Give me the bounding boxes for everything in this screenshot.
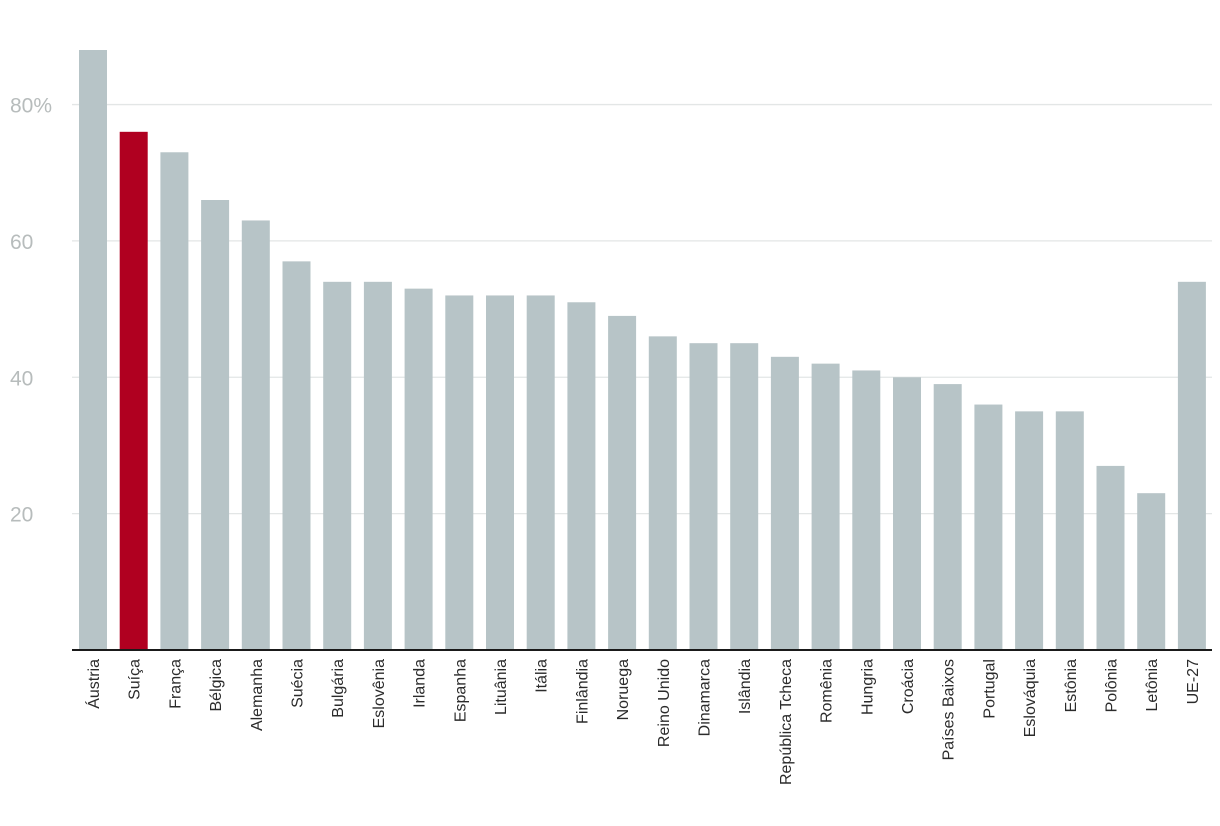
x-tick-label: Eslováquia xyxy=(1022,659,1039,737)
bar xyxy=(1015,411,1044,650)
bar xyxy=(608,315,637,650)
x-tick-label: Irlanda xyxy=(412,659,429,708)
bar xyxy=(1055,411,1084,650)
bar xyxy=(445,295,474,650)
x-tick-label: Itália xyxy=(534,659,551,693)
bar xyxy=(160,152,189,650)
bar xyxy=(933,384,962,650)
x-tick-label: Croácia xyxy=(900,659,917,714)
x-tick-label: UE-27 xyxy=(1185,659,1202,704)
x-tick-label: Suécia xyxy=(290,659,307,708)
bar xyxy=(363,281,392,650)
bar xyxy=(689,343,718,650)
bar xyxy=(1137,493,1166,650)
bar xyxy=(648,336,677,650)
x-tick-label: Bélgica xyxy=(208,659,225,712)
bar xyxy=(526,295,555,650)
x-tick-label: Polônia xyxy=(1104,659,1121,712)
x-tick-label: República Tcheca xyxy=(778,659,795,785)
x-tick-label: Letônia xyxy=(1144,659,1161,712)
bar xyxy=(974,404,1003,650)
bars xyxy=(79,50,1206,650)
bar xyxy=(852,370,881,650)
x-tick-label: Eslovênia xyxy=(371,659,388,728)
bar xyxy=(730,343,759,650)
x-tick-label: Finlândia xyxy=(574,659,591,724)
x-tick-label: Reino Unido xyxy=(656,659,673,747)
x-tick-label: Portugal xyxy=(981,659,998,719)
x-tick-label: Áustria xyxy=(84,659,103,709)
bar xyxy=(893,377,921,650)
bar xyxy=(79,50,107,650)
x-tick-label: Romênia xyxy=(819,659,836,723)
bar xyxy=(811,363,840,650)
bar xyxy=(1177,281,1206,650)
x-tick-label: Países Baixos xyxy=(941,659,958,760)
x-tick-label: Suíça xyxy=(127,659,144,700)
bar xyxy=(119,131,148,650)
bar xyxy=(770,356,799,650)
x-tick-label: Hungria xyxy=(859,659,876,715)
y-tick-label: 40 xyxy=(10,367,33,390)
x-tick-label: Islândia xyxy=(737,659,754,714)
x-tick-label: Estônia xyxy=(1063,659,1080,712)
x-tick-label: Dinamarca xyxy=(697,659,714,736)
bar xyxy=(1096,465,1125,650)
x-tick-label: Noruega xyxy=(615,659,632,720)
bar xyxy=(567,302,596,650)
bar xyxy=(241,220,270,650)
x-tick-label: Alemanha xyxy=(249,659,266,731)
y-tick-label: 60 xyxy=(10,231,33,254)
bar xyxy=(404,288,433,650)
bar xyxy=(486,295,514,650)
bar xyxy=(201,200,230,650)
bar xyxy=(323,281,352,650)
x-tick-label: Espanha xyxy=(452,659,469,722)
y-tick-label: 20 xyxy=(10,504,33,527)
x-tick-label: França xyxy=(167,659,184,709)
x-axis-labels: Áustria Suíça França Bélgica Alemanha Suécia B… xyxy=(84,659,1202,785)
x-tick-label: Bulgária xyxy=(330,659,347,718)
x-tick-label: Lituânia xyxy=(493,659,510,715)
y-tick-label: 80% xyxy=(10,95,52,118)
bar xyxy=(282,261,311,650)
